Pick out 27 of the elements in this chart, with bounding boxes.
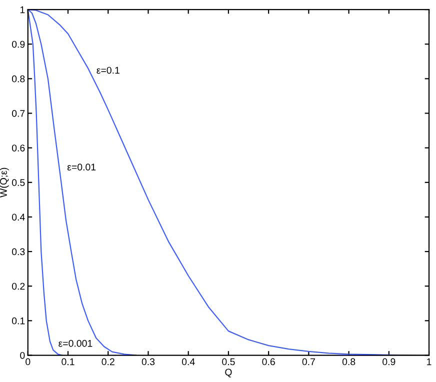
y-tick-label: 0.3 bbox=[12, 248, 25, 256]
x-tick-label: 0.8 bbox=[342, 358, 356, 366]
x-tick-label: 0.9 bbox=[382, 358, 396, 366]
y-tick-label: 0.4 bbox=[12, 214, 25, 221]
y-tick-label: 0 bbox=[20, 352, 25, 359]
x-tick-label: 0.1 bbox=[62, 358, 74, 366]
y-tick-label: 0.7 bbox=[12, 110, 25, 117]
x-tick-label: 0 bbox=[26, 358, 30, 366]
y-tick-label: 0.1 bbox=[12, 317, 25, 324]
annotation: ε=0.01 bbox=[67, 164, 96, 171]
annotation: ε=0.001 bbox=[58, 340, 92, 347]
x-tick-label: 0.3 bbox=[142, 358, 155, 366]
x-tick-label: 0.2 bbox=[102, 358, 114, 366]
x-tick-label: 0.7 bbox=[302, 358, 315, 366]
x-axis-title: Q bbox=[225, 368, 232, 378]
x-tick-label: 0.6 bbox=[262, 358, 275, 366]
x-tick-label: 0.4 bbox=[182, 358, 195, 366]
y-tick-label: 0.6 bbox=[12, 144, 25, 152]
x-tick-label: 1 bbox=[427, 358, 432, 366]
annotation: ε=0.1 bbox=[96, 66, 120, 74]
y-axis-title: W(Q;ε) bbox=[0, 168, 9, 198]
x-tick-label: 0.5 bbox=[222, 358, 235, 366]
y-tick-label: 0.2 bbox=[12, 282, 25, 290]
y-tick-label: 0.8 bbox=[12, 75, 25, 82]
y-tick-label: 0.5 bbox=[12, 179, 25, 186]
y-tick-label: 0.9 bbox=[12, 40, 25, 48]
y-tick-label: 1 bbox=[20, 6, 25, 14]
